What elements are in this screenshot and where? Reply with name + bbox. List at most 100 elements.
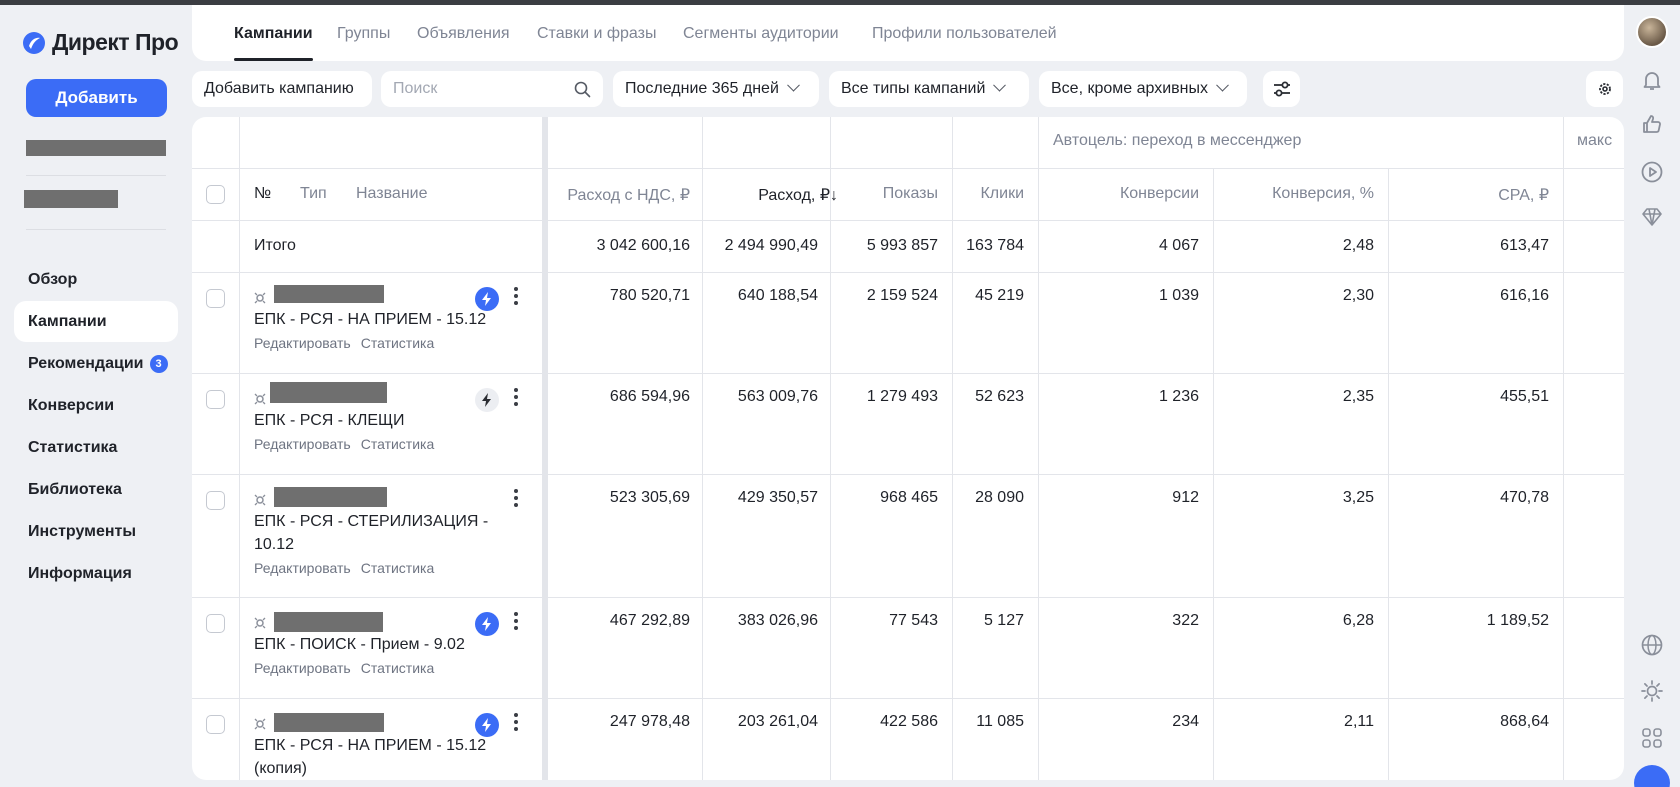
lightning-icon — [482, 617, 491, 631]
period-select[interactable]: Последние 365 дней — [613, 71, 819, 107]
cell-impressions: 422 586 — [880, 713, 938, 730]
cell-conversions: 912 — [1172, 489, 1199, 506]
row-checkbox[interactable] — [206, 390, 225, 409]
frozen-column-divider — [542, 117, 548, 780]
logo[interactable]: Директ Про — [22, 29, 179, 56]
campaign-name-link[interactable]: ЕПК - ПОИСК - Прием - 9.02 — [254, 636, 465, 653]
table-settings-button[interactable] — [1586, 71, 1623, 107]
sidebar-item-conversions[interactable]: Конверсии — [14, 385, 178, 426]
row-checkbox[interactable] — [206, 715, 225, 734]
edit-link[interactable]: Редактировать — [254, 335, 351, 351]
more-vertical-icon[interactable] — [514, 388, 518, 409]
column-header-clicks[interactable]: Клики — [980, 185, 1024, 202]
add-button[interactable]: Добавить — [26, 79, 167, 117]
campaign-name-link[interactable]: ЕПК - РСЯ - СТЕРИЛИЗАЦИЯ - 10.12 — [254, 513, 489, 553]
column-header-cpa[interactable]: CPA, ₽ — [1498, 187, 1549, 204]
edit-link[interactable]: Редактировать — [254, 560, 351, 576]
yandex-direct-logo-icon — [23, 31, 45, 54]
column-header-impressions[interactable]: Показы — [882, 185, 938, 202]
sidebar-item-overview[interactable]: Обзор — [14, 259, 178, 300]
globe-icon[interactable] — [1640, 633, 1664, 657]
bell-icon[interactable] — [1640, 68, 1664, 92]
sidebar-item-statistics[interactable]: Статистика — [14, 427, 178, 468]
campaign-name-link[interactable]: ЕПК - РСЯ - НА ПРИЕМ - 15.12 — [254, 311, 487, 328]
tab-segments[interactable]: Сегменты аудитории — [683, 25, 839, 42]
autostrategy-button[interactable] — [475, 388, 499, 412]
campaign-name-link[interactable]: ЕПК - РСЯ - НА ПРИЕМ - 15.12 (копия) — [254, 737, 487, 777]
sidebar-item-tools[interactable]: Инструменты — [14, 511, 178, 552]
more-vertical-icon[interactable] — [514, 713, 518, 734]
sidebar-nav: Обзор Кампании Рекомендации 3 Конверсии С… — [14, 259, 178, 595]
column-header-name[interactable]: Название — [356, 185, 428, 202]
total-cost: 2 494 990,49 — [724, 237, 818, 254]
autostrategy-button[interactable] — [475, 287, 499, 311]
divider — [26, 175, 166, 176]
count-badge: 3 — [149, 354, 168, 373]
campaign-types-select[interactable]: Все типы кампаний — [829, 71, 1029, 107]
play-icon[interactable] — [1640, 160, 1664, 184]
campaign-name-link[interactable]: ЕПК - РСЯ - КЛЕЩИ — [254, 412, 405, 429]
sidebar-item-info[interactable]: Информация — [14, 553, 178, 594]
row-checkbox[interactable] — [206, 289, 225, 308]
diamond-icon[interactable] — [1640, 205, 1664, 229]
add-campaign-button[interactable]: Добавить кампанию — [192, 71, 372, 107]
assistant-icon[interactable] — [1634, 765, 1670, 787]
column-header-num[interactable]: № — [254, 185, 272, 202]
filter-button[interactable] — [1263, 71, 1300, 107]
divider — [192, 373, 1624, 374]
row-checkbox[interactable] — [206, 491, 225, 510]
more-vertical-icon[interactable] — [514, 489, 518, 510]
edit-link[interactable]: Редактировать — [254, 660, 351, 676]
cell-clicks: 11 085 — [976, 713, 1024, 730]
redacted-campaign-id — [274, 285, 384, 303]
divider — [192, 168, 1624, 169]
more-vertical-icon[interactable] — [514, 287, 518, 308]
tab-ads[interactable]: Объявления — [417, 25, 510, 42]
period-label: Последние 365 дней — [625, 80, 779, 97]
tab-groups[interactable]: Группы — [337, 25, 391, 42]
search-input[interactable]: Поиск — [381, 71, 603, 107]
campaigns-table: Автоцель: переход в мессенджер макс № Ти… — [192, 117, 1624, 780]
status-select[interactable]: Все, кроме архивных — [1039, 71, 1247, 107]
avatar[interactable] — [1636, 16, 1668, 48]
autostrategy-button[interactable] — [475, 612, 499, 636]
cell-cpa: 616,16 — [1500, 287, 1549, 304]
select-all-checkbox[interactable] — [206, 185, 225, 204]
column-header-cost[interactable]: Расход, ₽↓ — [758, 187, 838, 204]
row-links: Редактировать Статистика — [254, 660, 444, 676]
autostrategy-button[interactable] — [475, 713, 499, 737]
tab-profiles[interactable]: Профили пользователей — [872, 25, 1057, 42]
thumbs-up-icon[interactable] — [1640, 112, 1664, 136]
column-header-conv-rate[interactable]: Конверсия, % — [1272, 185, 1374, 202]
stats-link[interactable]: Статистика — [360, 560, 435, 576]
total-conversions: 4 067 — [1158, 237, 1199, 254]
divider — [192, 698, 1624, 699]
redacted-campaign-id — [274, 713, 384, 732]
sidebar-item-recommendations[interactable]: Рекомендации 3 — [14, 343, 178, 384]
cell-cost: 383 026,96 — [737, 612, 818, 629]
chevron-down-icon — [1216, 78, 1229, 92]
total-conv-rate: 2,48 — [1342, 237, 1374, 254]
cell-cpa: 470,78 — [1500, 489, 1549, 506]
status-label: Все, кроме архивных — [1051, 80, 1208, 97]
more-vertical-icon[interactable] — [514, 612, 518, 633]
sidebar-item-library[interactable]: Библиотека — [14, 469, 178, 510]
sun-icon[interactable] — [1640, 679, 1664, 703]
column-header-conversions[interactable]: Конверсии — [1119, 185, 1199, 202]
column-header-type[interactable]: Тип — [300, 185, 327, 202]
cell-cost-vat: 686 594,96 — [609, 388, 690, 405]
top-bar — [0, 0, 1680, 5]
tab-bids[interactable]: Ставки и фразы — [537, 25, 657, 42]
cell-cost-vat: 780 520,71 — [609, 287, 690, 304]
tab-campaigns[interactable]: Кампании — [234, 25, 313, 61]
column-header-cost-vat[interactable]: Расход с НДС, ₽ — [567, 187, 690, 204]
row-links: Редактировать Статистика — [254, 335, 444, 351]
stats-link[interactable]: Статистика — [360, 335, 435, 351]
sidebar-item-campaigns[interactable]: Кампании — [14, 301, 178, 342]
apps-grid-icon[interactable] — [1640, 726, 1664, 750]
cell-conv-rate: 3,25 — [1342, 489, 1374, 506]
stats-link[interactable]: Статистика — [360, 436, 435, 452]
edit-link[interactable]: Редактировать — [254, 436, 351, 452]
row-checkbox[interactable] — [206, 614, 225, 633]
stats-link[interactable]: Статистика — [360, 660, 435, 676]
